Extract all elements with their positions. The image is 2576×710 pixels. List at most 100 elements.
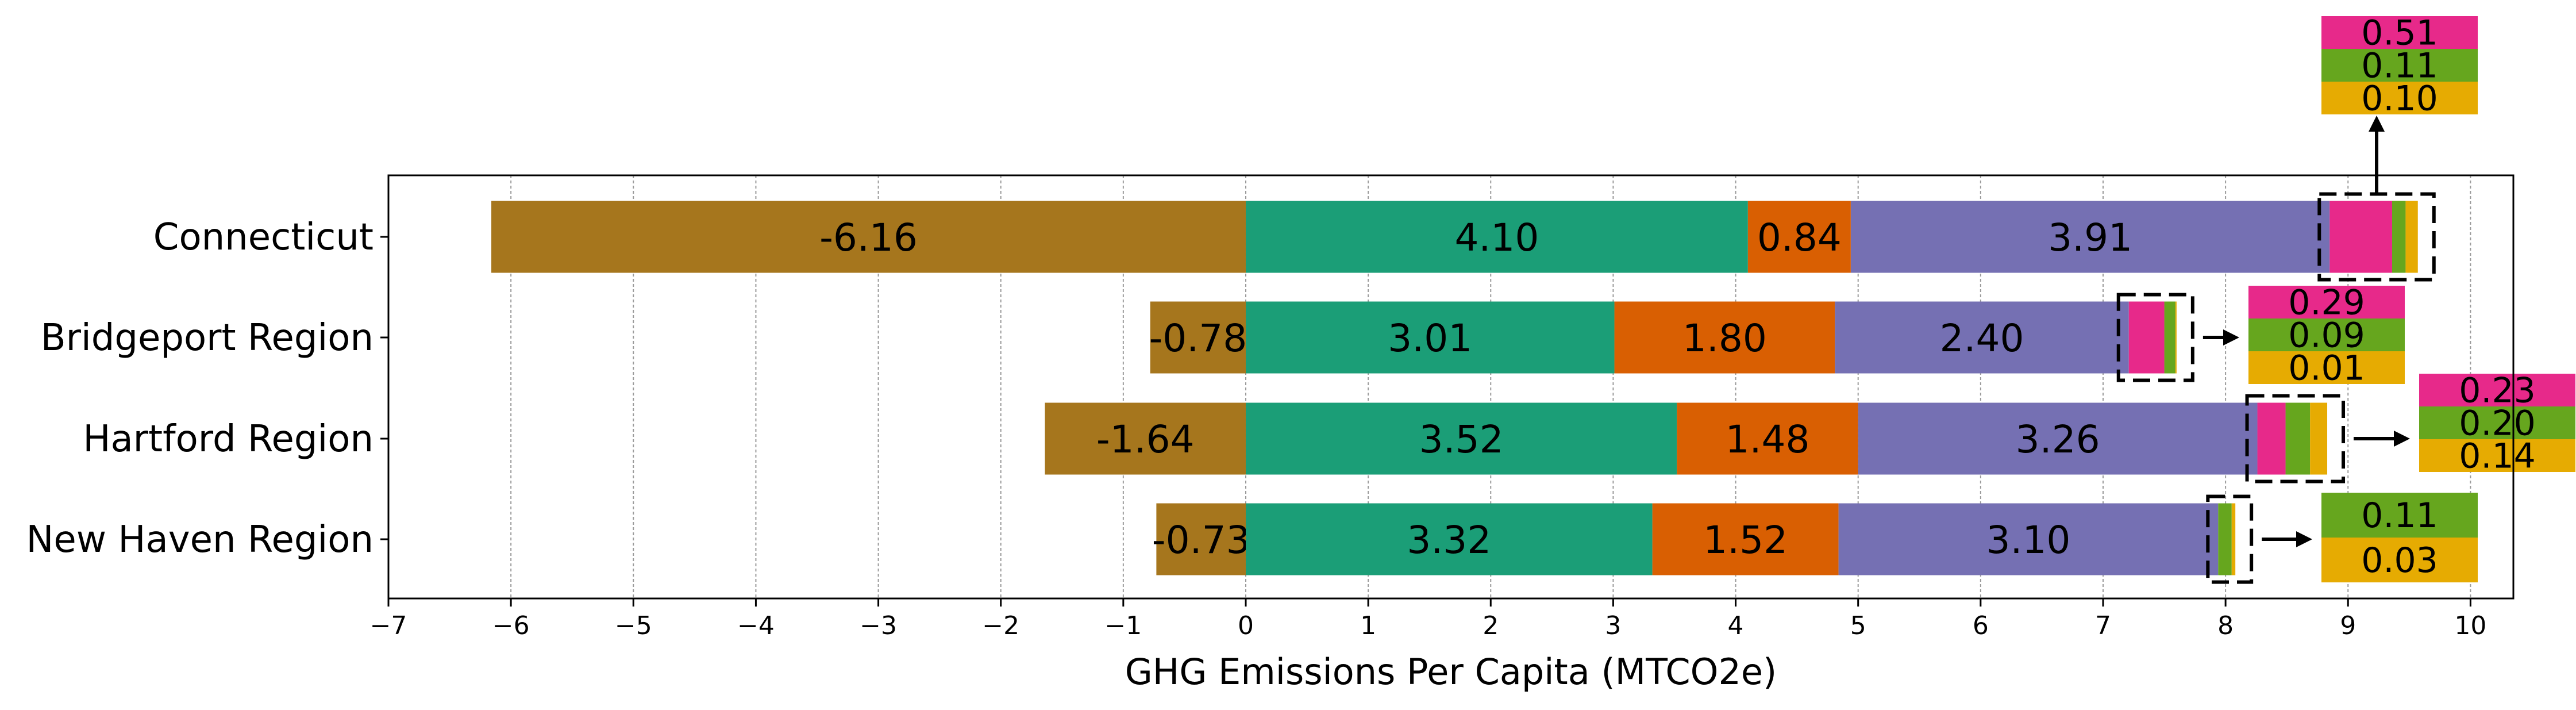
bar-label: 3.10 xyxy=(1986,518,2070,562)
x-tick-label: −5 xyxy=(615,611,652,640)
callout-value: 0.14 xyxy=(2459,436,2536,477)
bar-label: 1.48 xyxy=(1725,417,1809,462)
x-tick-label: 0 xyxy=(1238,611,1254,640)
callout-cell xyxy=(2248,286,2405,318)
callout-value: 0.11 xyxy=(2361,496,2438,536)
bar-label: 3.26 xyxy=(2016,417,2100,462)
bar-negative xyxy=(491,201,1246,273)
x-tick-label: −3 xyxy=(860,611,897,640)
callout-value: 0.09 xyxy=(2288,316,2365,356)
bar-segment xyxy=(1614,301,1835,374)
bar-segment xyxy=(1245,402,1677,475)
x-tick-label: 6 xyxy=(1973,611,1989,640)
bar-negative xyxy=(1156,503,1246,575)
bar-segment xyxy=(1245,503,1653,575)
x-tick-label: −7 xyxy=(370,611,407,640)
arrow-head xyxy=(2394,431,2410,447)
bar-label: 1.52 xyxy=(1703,518,1788,562)
bar-label: 1.80 xyxy=(1682,316,1767,360)
x-tick-label: −4 xyxy=(737,611,775,640)
callout-cell xyxy=(2248,318,2405,351)
callout-value: 0.29 xyxy=(2288,283,2365,323)
bar-label: -0.78 xyxy=(1149,316,1247,360)
y-tick-label: Connecticut xyxy=(153,216,373,259)
bar-label: 3.52 xyxy=(1419,417,1504,462)
bars: -6.16 4.10 0.84 3.91 -0.78 3.01 1.80 2.40 -1.64 3… xyxy=(491,201,2418,575)
bar-segment xyxy=(1747,201,1851,273)
x-tick-label: 5 xyxy=(1850,611,1866,640)
bar-segment xyxy=(1850,201,2330,273)
y-axis: Connecticut Bridgeport Region Hartford Reg… xyxy=(26,216,388,561)
bar-segment xyxy=(1245,301,1615,374)
x-tick-label: −6 xyxy=(492,611,530,640)
bar-segment xyxy=(2218,503,2232,575)
bar-label: 4.10 xyxy=(1454,216,1539,260)
bar-segment xyxy=(1245,201,1748,273)
arrow-head xyxy=(2369,116,2385,132)
x-tick-label: 9 xyxy=(2340,611,2356,640)
x-tick-label: 2 xyxy=(1483,611,1499,640)
callout-value: 0.23 xyxy=(2459,371,2536,411)
callout-value: 0.01 xyxy=(2288,348,2365,389)
callout-dashed-box xyxy=(2245,394,2346,483)
x-tick-label: 7 xyxy=(2095,611,2111,640)
bar-segment xyxy=(2175,301,2177,374)
x-tick-label: 10 xyxy=(2454,611,2486,640)
bar-segment xyxy=(2128,301,2165,374)
bar-segment xyxy=(2310,402,2328,475)
bar-label: 2.40 xyxy=(1939,316,2024,360)
bar-segment xyxy=(2285,402,2311,475)
bar-label: 3.32 xyxy=(1407,518,1491,562)
callout-value: 0.20 xyxy=(2459,404,2536,444)
callout: 0.290.090.01 xyxy=(2116,283,2405,389)
bar-negative xyxy=(1150,301,1246,374)
bar-row: -6.16 4.10 0.84 3.91 xyxy=(491,201,2418,273)
callout: 0.230.200.14 xyxy=(2245,371,2575,483)
arrow-head xyxy=(2223,329,2239,346)
callout-cell xyxy=(2321,16,2478,49)
callout: 0.110.03 xyxy=(2206,493,2478,584)
x-tick-label: 1 xyxy=(1360,611,1376,640)
callout-cell xyxy=(2321,538,2478,582)
x-axis: −7 −6 −5 −4 −3 −2 −1 0 1 2 3 4 5 6 7 8 9 10 xyxy=(370,598,2486,640)
bar-label: 0.84 xyxy=(1757,216,1842,260)
callout-value: 0.10 xyxy=(2361,79,2438,119)
bar-label: 3.91 xyxy=(2048,216,2132,260)
bar-label: 3.01 xyxy=(1388,316,1472,360)
x-tick-label: 8 xyxy=(2217,611,2234,640)
x-tick-label: −2 xyxy=(982,611,1019,640)
bar-segment xyxy=(2392,201,2406,273)
bar-segment xyxy=(1835,301,2129,374)
x-tick-label: 4 xyxy=(1728,611,1744,640)
callout-value: 0.51 xyxy=(2361,13,2438,53)
y-tick-label: Bridgeport Region xyxy=(41,317,373,359)
x-axis-label: GHG Emissions Per Capita (MTCO2e) xyxy=(1125,651,1777,693)
callout-value: 0.03 xyxy=(2361,540,2438,581)
callout-cell xyxy=(2321,82,2478,114)
callout-dashed-box xyxy=(2116,293,2194,382)
y-tick-label: New Haven Region xyxy=(26,519,373,561)
bar-segment xyxy=(2164,301,2175,374)
callout-cell xyxy=(2248,351,2405,384)
x-tick-label: −1 xyxy=(1104,611,1142,640)
bar-segment xyxy=(1652,503,1839,575)
callout-cell xyxy=(2419,406,2575,439)
y-tick-label: Hartford Region xyxy=(83,418,373,460)
bar-segment xyxy=(2405,201,2418,273)
bar-segment xyxy=(2231,503,2236,575)
arrow-head xyxy=(2296,531,2312,547)
bar-segment xyxy=(2329,201,2392,273)
callout-value: 0.11 xyxy=(2361,46,2438,86)
callout-cell xyxy=(2419,374,2575,406)
callout-cell xyxy=(2321,493,2478,538)
callout-cell xyxy=(2321,49,2478,82)
callout-cell xyxy=(2419,439,2575,472)
bar-row: -0.73 3.32 1.52 3.10 xyxy=(1152,503,2236,575)
plot-frame xyxy=(387,174,2515,600)
bar-label: -6.16 xyxy=(819,216,918,260)
callout: 0.510.110.10 xyxy=(2317,13,2478,282)
bar-label: -0.73 xyxy=(1152,518,1250,562)
bar-segment xyxy=(1677,402,1858,475)
bar-segment xyxy=(1838,503,2219,575)
